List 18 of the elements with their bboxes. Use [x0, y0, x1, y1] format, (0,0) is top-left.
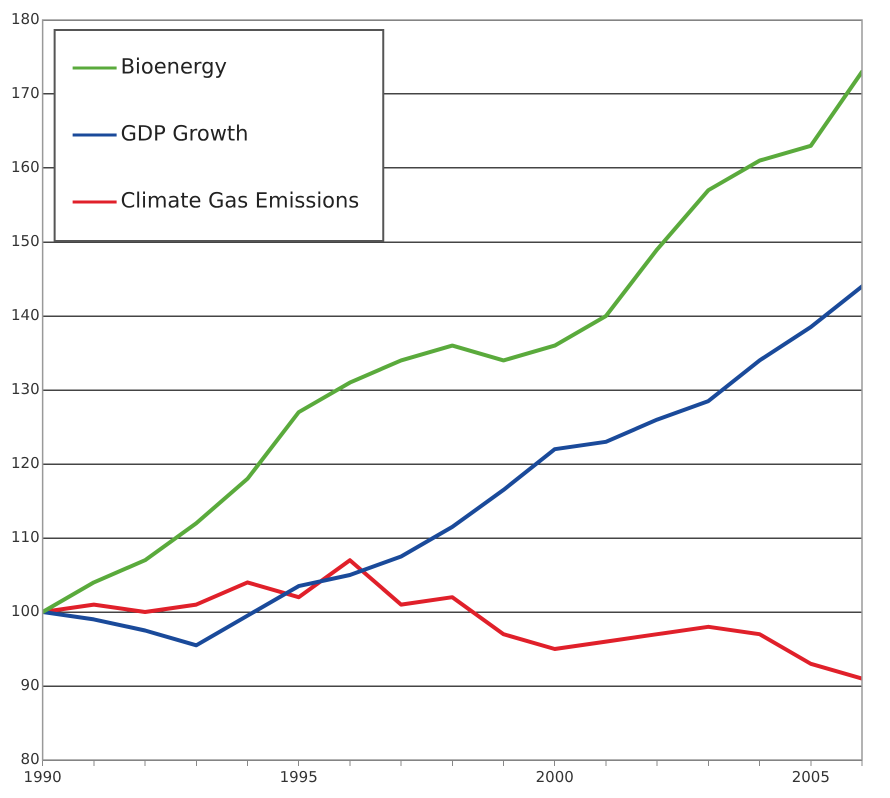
- y-tick-label: 90: [20, 676, 40, 694]
- y-tick-label: 170: [10, 84, 40, 102]
- y-tick-label: 120: [10, 454, 40, 472]
- y-tick-label: 130: [10, 380, 40, 398]
- y-tick-label: 110: [10, 528, 40, 546]
- x-tick-label: 1990: [24, 768, 62, 786]
- legend-label: GDP Growth: [120, 121, 248, 146]
- y-tick-label: 140: [10, 306, 40, 324]
- y-tick-label: 160: [10, 158, 40, 176]
- y-tick-label: 100: [10, 602, 40, 620]
- y-tick-label: 80: [20, 750, 40, 768]
- legend-label: Bioenergy: [120, 54, 227, 78]
- y-tick-label: 150: [10, 232, 40, 250]
- legend-label: Climate Gas Emissions: [120, 188, 360, 212]
- x-tick-label: 2000: [536, 768, 574, 786]
- y-tick-label: 180: [10, 10, 40, 28]
- x-tick-label: 1995: [280, 768, 318, 786]
- x-tick-label: 2005: [792, 768, 830, 786]
